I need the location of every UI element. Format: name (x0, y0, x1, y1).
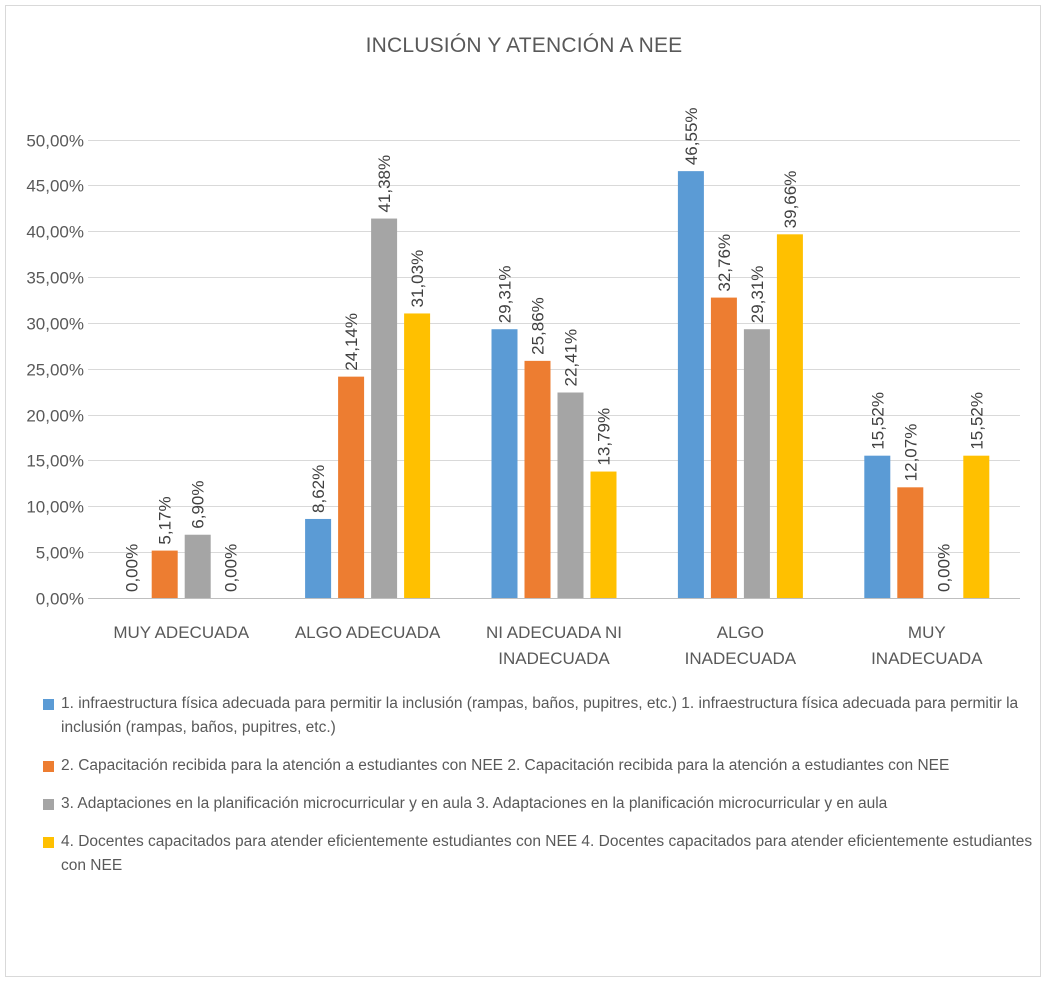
data-label: 32,76% (715, 234, 734, 292)
bar (776, 234, 803, 598)
x-tick-label: INADECUADA (871, 649, 983, 668)
y-tick-label: 20,00% (26, 407, 84, 426)
data-label: 31,03% (408, 250, 427, 308)
legend-item: 1. infraestructura física adecuada para … (40, 692, 1040, 740)
x-tick-label: MUY ADECUADA (113, 623, 249, 642)
data-label: 46,55% (682, 107, 701, 165)
y-tick-label: 50,00% (26, 132, 84, 151)
legend-label: 3. Adaptaciones en la planificación micr… (61, 795, 888, 812)
y-tick-label: 15,00% (26, 452, 84, 471)
legend-item: 4. Docentes capacitados para atender efi… (40, 830, 1040, 878)
data-label: 39,66% (781, 171, 800, 229)
bar-chart: 0,00% 5,00% 10,00% 15,00% 20,00% 25,00% 30,00%… (26, 107, 1020, 668)
data-label: 12,07% (901, 424, 920, 482)
legend-swatch (43, 699, 54, 710)
y-tick-label: 30,00% (26, 315, 84, 334)
bar (557, 392, 584, 598)
value-labels: 0,00% 8,62% 29,31% 46,55% 15,52% 5,17% 24,14% 2… (123, 107, 987, 592)
x-tick-label: MUY (908, 623, 946, 642)
bar (184, 534, 211, 598)
data-label: 8,62% (309, 465, 328, 513)
legend-label: 2. Capacitación recibida para la atenció… (61, 757, 950, 774)
x-axis: MUY ADECUADA ALGO ADECUADA NI ADECUADA NI I… (113, 623, 983, 668)
bar (897, 487, 924, 598)
legend-label: 4. Docentes capacitados para atender efi… (61, 833, 1033, 874)
data-label: 15,52% (868, 392, 887, 450)
data-label: 29,31% (496, 266, 515, 324)
bars (151, 171, 990, 598)
bar (590, 471, 617, 598)
x-tick-label: INADECUADA (685, 649, 797, 668)
bar (491, 329, 518, 598)
data-label: 0,00% (934, 544, 953, 592)
data-label: 29,31% (748, 266, 767, 324)
y-tick-label: 5,00% (36, 544, 84, 563)
legend-swatch (43, 837, 54, 848)
data-label: 0,00% (123, 544, 142, 592)
y-tick-label: 35,00% (26, 269, 84, 288)
x-tick-label: NI ADECUADA NI (486, 623, 622, 642)
legend: 1. infraestructura física adecuada para … (40, 692, 1040, 892)
data-label: 15,52% (967, 392, 986, 450)
data-label: 5,17% (156, 496, 175, 544)
data-label: 22,41% (562, 329, 581, 387)
y-tick-label: 40,00% (26, 223, 84, 242)
data-label: 0,00% (222, 544, 241, 592)
bar (864, 455, 891, 598)
bar (371, 218, 398, 598)
x-tick-label: ALGO (717, 623, 764, 642)
legend-swatch (43, 799, 54, 810)
bar (524, 360, 551, 598)
bar (710, 297, 737, 598)
legend-item: 2. Capacitación recibida para la atenció… (40, 754, 1040, 778)
bar (404, 313, 431, 598)
bar (677, 171, 704, 598)
y-axis: 0,00% 5,00% 10,00% 15,00% 20,00% 25,00% 30,00%… (26, 132, 84, 609)
x-tick-label: ALGO ADECUADA (295, 623, 441, 642)
data-label: 13,79% (595, 408, 614, 466)
y-tick-label: 25,00% (26, 361, 84, 380)
chart-title: INCLUSIÓN Y ATENCIÓN A NEE (365, 34, 683, 57)
y-tick-label: 45,00% (26, 177, 84, 196)
bar (305, 518, 332, 598)
bar (338, 376, 365, 598)
bar (151, 550, 178, 598)
bar (963, 455, 990, 598)
legend-swatch (43, 761, 54, 772)
data-label: 41,38% (375, 155, 394, 213)
bar (743, 329, 770, 598)
legend-item: 3. Adaptaciones en la planificación micr… (40, 792, 1040, 816)
x-tick-label: INADECUADA (498, 649, 610, 668)
legend-label: 1. infraestructura física adecuada para … (61, 695, 1019, 736)
data-label: 24,14% (342, 313, 361, 371)
y-tick-label: 0,00% (36, 590, 84, 609)
y-tick-label: 10,00% (26, 498, 84, 517)
data-label: 6,90% (189, 481, 208, 529)
data-label: 25,86% (529, 297, 548, 355)
